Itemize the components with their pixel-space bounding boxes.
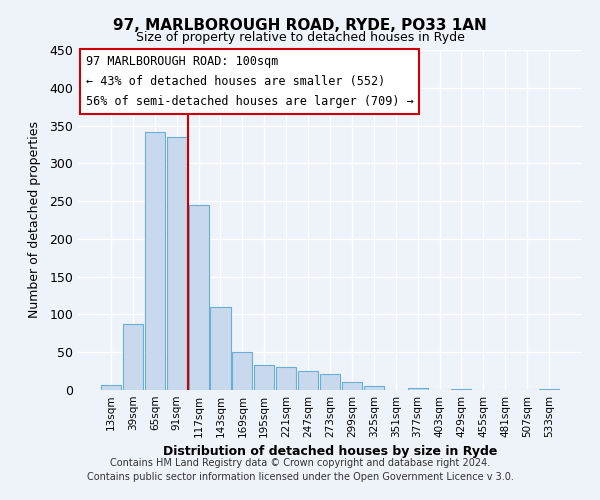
Bar	[539, 389, 559, 390]
Bar	[254, 365, 274, 390]
Text: Contains public sector information licensed under the Open Government Licence v : Contains public sector information licen…	[86, 472, 514, 482]
Text: 97, MARLBOROUGH ROAD, RYDE, PO33 1AN: 97, MARLBOROUGH ROAD, RYDE, PO33 1AN	[113, 18, 487, 32]
Bar	[320, 374, 340, 390]
Bar	[342, 382, 362, 390]
Bar	[364, 386, 384, 390]
Text: Size of property relative to detached houses in Ryde: Size of property relative to detached ho…	[136, 31, 464, 44]
Text: 97 MARLBOROUGH ROAD: 100sqm
← 43% of detached houses are smaller (552)
56% of se: 97 MARLBOROUGH ROAD: 100sqm ← 43% of det…	[86, 55, 413, 108]
Text: Contains HM Land Registry data © Crown copyright and database right 2024.: Contains HM Land Registry data © Crown c…	[110, 458, 490, 468]
X-axis label: Distribution of detached houses by size in Ryde: Distribution of detached houses by size …	[163, 446, 497, 458]
Bar	[123, 324, 143, 390]
Bar	[101, 384, 121, 390]
Bar	[298, 371, 318, 390]
Bar	[188, 205, 209, 390]
Bar	[211, 307, 230, 390]
Bar	[232, 352, 253, 390]
Y-axis label: Number of detached properties: Number of detached properties	[28, 122, 41, 318]
Bar	[167, 137, 187, 390]
Bar	[145, 132, 165, 390]
Bar	[451, 389, 472, 390]
Bar	[276, 368, 296, 390]
Bar	[407, 388, 428, 390]
